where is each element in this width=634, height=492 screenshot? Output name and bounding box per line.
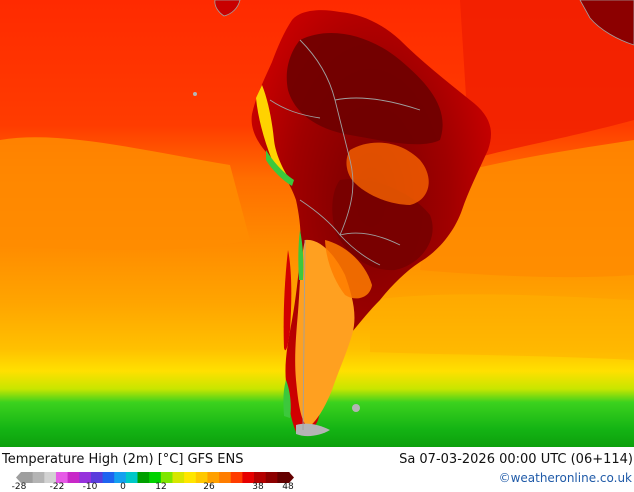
- legend-swatch: [265, 472, 278, 483]
- legend-tick-label: 38: [252, 482, 264, 492]
- legend-tick-label: 12: [155, 482, 167, 492]
- legend-arrow-right: [289, 472, 294, 483]
- legend-swatch: [242, 472, 255, 483]
- tierra-del-fuego: [296, 423, 330, 437]
- pampas-region: [325, 240, 372, 299]
- legend-swatch: [277, 472, 290, 483]
- ocean-warm-band-west: [0, 137, 250, 250]
- legend-swatch: [149, 472, 162, 483]
- legend-swatch: [114, 472, 127, 483]
- galapagos-islands: [193, 92, 197, 96]
- legend-swatch: [102, 472, 115, 483]
- legend-swatch: [79, 472, 92, 483]
- legend-tick-label: -28: [11, 482, 27, 492]
- ocean-atlantic-yellow: [370, 294, 634, 360]
- legend-swatch: [230, 472, 243, 483]
- legend-swatch: [254, 472, 267, 483]
- legend-tick-label: -10: [82, 482, 98, 492]
- map-datetime: Sa 07-03-2026 00:00 UTC (06+114): [399, 452, 633, 467]
- legend-swatch: [160, 472, 173, 483]
- map-footer: Temperature High (2m) [°C] GFS ENS Sa 07…: [0, 447, 634, 492]
- ocean-north-red-east: [460, 0, 634, 160]
- legend-swatch: [137, 472, 150, 483]
- color-legend: [16, 472, 294, 483]
- chile-coast-red: [283, 250, 292, 351]
- legend-swatch: [195, 472, 208, 483]
- legend-swatch: [207, 472, 220, 483]
- brazil-plateau: [346, 142, 429, 205]
- andes-north-strip: [256, 85, 290, 181]
- southern-andes-green: [283, 380, 291, 418]
- legend-swatch: [219, 472, 232, 483]
- legend-swatch: [125, 472, 139, 483]
- legend-swatch: [32, 472, 45, 483]
- amazon-hot-core: [286, 32, 443, 145]
- map-title: Temperature High (2m) [°C] GFS ENS: [2, 452, 244, 467]
- legend-swatch: [55, 472, 69, 483]
- legend-swatch: [90, 472, 104, 483]
- central-america-edge: [214, 0, 241, 17]
- legend-swatch: [67, 472, 80, 483]
- legend-swatch: [172, 472, 185, 483]
- legend-arrow-left: [16, 472, 21, 483]
- legend-swatch: [21, 472, 34, 483]
- andes-green-north: [266, 150, 294, 186]
- credit-link[interactable]: ©weatheronline.co.uk: [498, 471, 632, 485]
- temperature-map: [0, 0, 634, 447]
- legend-tick-label: 26: [203, 482, 215, 492]
- legend-swatch: [44, 472, 57, 483]
- andes-green-mid: [298, 230, 304, 280]
- country-borders: [269, 39, 421, 431]
- legend-tick-label: -22: [49, 482, 65, 492]
- legend-swatch: [184, 472, 197, 483]
- falkland-islands: [352, 404, 360, 412]
- legend-tick-label: 0: [120, 482, 126, 492]
- legend-tick-label: 48: [282, 482, 294, 492]
